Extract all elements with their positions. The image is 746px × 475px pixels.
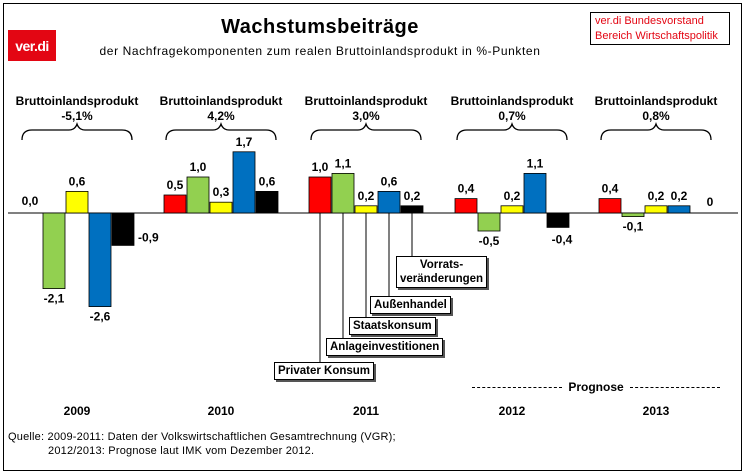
value-label-vorratsveraenderungen-2010: 0,6 (259, 174, 276, 188)
bip-label-2009: Bruttoinlandsprodukt (16, 94, 139, 108)
prognose-dash-right (629, 386, 720, 388)
bip-label-2012: Bruttoinlandsprodukt (451, 94, 574, 108)
value-label-privater-konsum-2009: 0,0 (22, 194, 39, 208)
bip-value-2013: 0,8% (642, 109, 670, 123)
bar-privater-konsum-2010 (163, 194, 187, 214)
value-label-aussenhandel-2012: 1,1 (527, 156, 544, 170)
value-label-staatskonsum-2011: 0,2 (358, 189, 375, 203)
legend-callout-vorratsveraenderungen: Vorrats- veränderungen (396, 256, 488, 288)
bip-label-2011: Bruttoinlandsprodukt (305, 94, 428, 108)
value-label-privater-konsum-2012: 0,4 (458, 182, 475, 196)
category-label-2010: 2010 (208, 404, 235, 418)
bar-vorratsveraenderungen-2011 (400, 205, 424, 214)
category-label-2013: 2013 (643, 404, 670, 418)
bar-aussenhandel-2011 (377, 190, 401, 214)
bip-label-2010: Bruttoinlandsprodukt (160, 94, 283, 108)
bar-aussenhandel-2012 (523, 172, 547, 214)
bar-anlageinvestitionen-2012 (477, 212, 501, 232)
bar-aussenhandel-2010 (232, 151, 256, 214)
bar-staatskonsum-2011 (354, 205, 378, 214)
value-label-staatskonsum-2010: 0,3 (213, 185, 230, 199)
bip-label-2013: Bruttoinlandsprodukt (595, 94, 718, 108)
value-label-anlageinvestitionen-2012: -0,5 (479, 234, 500, 248)
value-label-aussenhandel-2011: 0,6 (381, 174, 398, 188)
value-label-vorratsveraenderungen-2011: 0,2 (404, 189, 421, 203)
publisher-line-2: Bereich Wirtschaftspolitik (595, 30, 718, 42)
bar-staatskonsum-2012 (500, 205, 524, 214)
value-label-staatskonsum-2012: 0,2 (504, 189, 521, 203)
legend-callout-aussenhandel: Außenhandel (370, 296, 451, 314)
bar-aussenhandel-2009 (88, 212, 112, 307)
value-label-vorratsveraenderungen-2009: -0,9 (138, 230, 159, 244)
bracket-2011 (310, 121, 422, 141)
verdi-logo: ver.di (8, 30, 56, 61)
source-note-line-2: 2012/2013: Prognose laut IMK vom Dezembe… (48, 445, 315, 457)
bar-anlageinvestitionen-2010 (186, 176, 210, 214)
value-label-vorratsveraenderungen-2012: -0,4 (552, 232, 573, 246)
callout-vorrat-line-2: veränderungen (400, 273, 484, 285)
source-note: Quelle: 2009-2011: Daten der Volkswirtsc… (8, 430, 396, 458)
bar-privater-konsum-2011 (308, 176, 332, 214)
bracket-2012 (456, 121, 568, 141)
value-label-aussenhandel-2013: 0,2 (671, 189, 688, 203)
bar-anlageinvestitionen-2009 (42, 212, 66, 289)
prognose-marker: Prognose (472, 380, 720, 394)
legend-callout-privater-konsum: Privater Konsum (274, 362, 375, 380)
category-label-2009: 2009 (64, 404, 91, 418)
value-label-aussenhandel-2009: -2,6 (90, 310, 111, 324)
value-label-aussenhandel-2010: 1,7 (236, 135, 253, 149)
value-label-privater-konsum-2010: 0,5 (167, 178, 184, 192)
prognose-label: Prognose (568, 380, 624, 394)
value-label-staatskonsum-2009: 0,6 (69, 174, 86, 188)
bip-value-2011: 3,0% (352, 109, 380, 123)
bip-value-2012: 0,7% (498, 109, 526, 123)
legend-callout-staatskonsum: Staatskonsum (349, 317, 436, 335)
value-label-privater-konsum-2011: 1,0 (312, 160, 329, 174)
bracket-2013 (600, 121, 712, 141)
value-label-anlageinvestitionen-2013: -0,1 (623, 220, 644, 234)
callout-vorrat-line-1: Vorrats- (419, 259, 464, 271)
chart-subtitle: der Nachfragekomponenten zum realen Brut… (99, 44, 541, 58)
value-label-anlageinvestitionen-2011: 1,1 (335, 156, 352, 170)
value-label-anlageinvestitionen-2010: 1,0 (190, 160, 207, 174)
bar-privater-konsum-2012 (454, 198, 478, 214)
value-label-privater-konsum-2013: 0,4 (602, 182, 619, 196)
value-label-staatskonsum-2013: 0,2 (648, 189, 665, 203)
value-label-anlageinvestitionen-2009: -2,1 (44, 292, 65, 306)
value-label-vorratsveraenderungen-2013: 0 (707, 195, 714, 209)
category-label-2011: 2011 (353, 404, 379, 418)
bracket-2009 (21, 121, 133, 141)
bar-anlageinvestitionen-2013 (621, 212, 645, 217)
bip-value-2009: -5,1% (61, 109, 93, 123)
bracket-2010 (165, 121, 277, 141)
publisher-box: ver.di Bundesvorstand Bereich Wirtschaft… (590, 12, 730, 45)
bar-anlageinvestitionen-2011 (331, 172, 355, 214)
bar-privater-konsum-2013 (598, 198, 622, 214)
bip-value-2010: 4,2% (207, 109, 235, 123)
legend-callout-anlageinvestitionen: Anlageinvestitionen (326, 338, 444, 356)
source-note-line-1: Quelle: 2009-2011: Daten der Volkswirtsc… (8, 431, 396, 443)
prognose-dash-left (472, 386, 563, 388)
category-label-2012: 2012 (499, 404, 526, 418)
bar-vorratsveraenderungen-2010 (255, 190, 279, 214)
chart-title: Wachstumsbeiträge (221, 16, 419, 38)
bar-aussenhandel-2013 (667, 205, 691, 214)
publisher-line-1: ver.di Bundesvorstand (595, 15, 704, 27)
bar-staatskonsum-2010 (209, 201, 233, 214)
bar-staatskonsum-2013 (644, 205, 668, 214)
bar-vorratsveraenderungen-2009 (111, 212, 135, 246)
bar-vorratsveraenderungen-2012 (546, 212, 570, 228)
bar-staatskonsum-2009 (65, 190, 89, 214)
